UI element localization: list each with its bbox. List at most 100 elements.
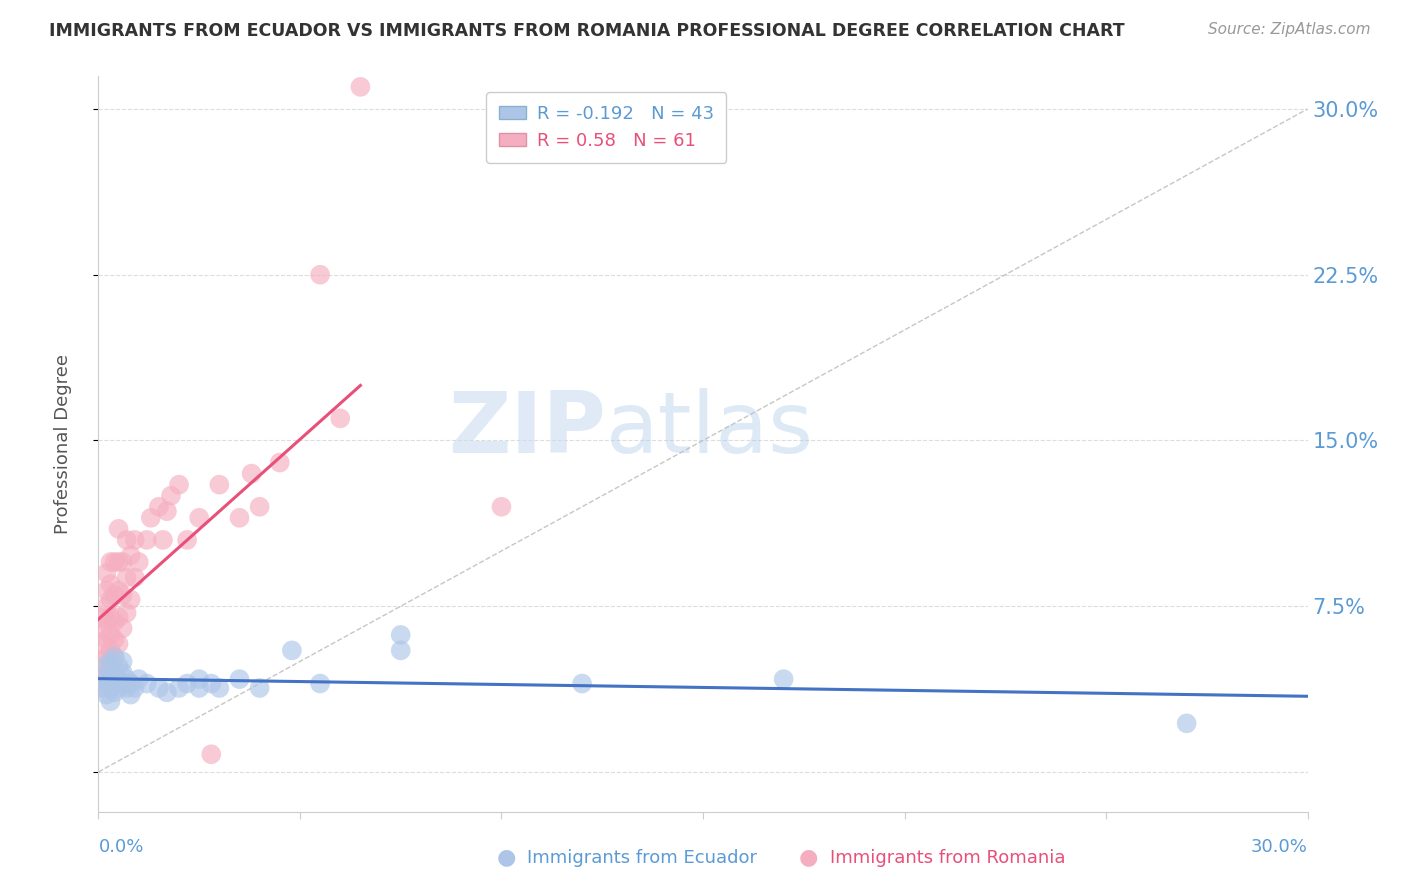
Text: atlas: atlas bbox=[606, 387, 814, 471]
Point bbox=[156, 685, 179, 699]
Point bbox=[309, 268, 332, 282]
Point bbox=[188, 510, 211, 524]
Point bbox=[156, 504, 179, 518]
Point bbox=[249, 681, 271, 695]
Point bbox=[115, 606, 138, 620]
Point bbox=[103, 676, 125, 690]
Point bbox=[124, 681, 146, 695]
Point bbox=[240, 467, 263, 481]
Point bbox=[111, 665, 134, 680]
Point bbox=[96, 583, 118, 598]
Point bbox=[148, 681, 170, 695]
Point bbox=[91, 655, 114, 669]
Point bbox=[103, 685, 125, 699]
Point bbox=[115, 672, 138, 686]
Point bbox=[152, 533, 174, 547]
Point bbox=[269, 456, 291, 470]
Point bbox=[772, 672, 794, 686]
Point bbox=[100, 610, 122, 624]
Point bbox=[107, 555, 129, 569]
Point bbox=[120, 688, 142, 702]
Point bbox=[176, 533, 198, 547]
Point bbox=[103, 588, 125, 602]
Text: Source: ZipAtlas.com: Source: ZipAtlas.com bbox=[1208, 22, 1371, 37]
Point bbox=[96, 632, 118, 647]
Point bbox=[100, 577, 122, 591]
Text: ●: ● bbox=[496, 847, 516, 867]
Point bbox=[167, 477, 190, 491]
Point bbox=[96, 566, 118, 580]
Point bbox=[148, 500, 170, 514]
Point bbox=[107, 610, 129, 624]
Point bbox=[91, 610, 114, 624]
Text: 30.0%: 30.0% bbox=[1251, 838, 1308, 856]
Point bbox=[91, 681, 114, 695]
Point bbox=[96, 599, 118, 614]
Text: Immigrants from Romania: Immigrants from Romania bbox=[830, 849, 1064, 867]
Point bbox=[107, 522, 129, 536]
Point bbox=[100, 694, 122, 708]
Point bbox=[128, 555, 150, 569]
Point bbox=[389, 643, 412, 657]
Point bbox=[91, 637, 114, 651]
Point bbox=[228, 510, 250, 524]
Point bbox=[100, 555, 122, 569]
Legend: R = -0.192   N = 43, R = 0.58   N = 61: R = -0.192 N = 43, R = 0.58 N = 61 bbox=[486, 92, 727, 162]
Point bbox=[91, 672, 114, 686]
Point bbox=[115, 533, 138, 547]
Point bbox=[389, 628, 412, 642]
Point bbox=[1175, 716, 1198, 731]
Point bbox=[111, 676, 134, 690]
Point bbox=[103, 555, 125, 569]
Point bbox=[100, 681, 122, 695]
Point bbox=[96, 665, 118, 680]
Point bbox=[120, 592, 142, 607]
Point bbox=[124, 570, 146, 584]
Text: ●: ● bbox=[799, 847, 818, 867]
Point bbox=[135, 533, 157, 547]
Point bbox=[139, 510, 162, 524]
Point bbox=[349, 79, 371, 94]
Text: ZIP: ZIP bbox=[449, 387, 606, 471]
Point bbox=[103, 665, 125, 680]
Point bbox=[188, 681, 211, 695]
Point bbox=[103, 650, 125, 665]
Point bbox=[208, 477, 231, 491]
Text: IMMIGRANTS FROM ECUADOR VS IMMIGRANTS FROM ROMANIA PROFESSIONAL DEGREE CORRELATI: IMMIGRANTS FROM ECUADOR VS IMMIGRANTS FR… bbox=[49, 22, 1125, 40]
Point bbox=[100, 655, 122, 669]
Point bbox=[100, 667, 122, 681]
Point bbox=[281, 643, 304, 657]
Point bbox=[491, 500, 513, 514]
Point bbox=[124, 533, 146, 547]
Point bbox=[115, 681, 138, 695]
Point bbox=[120, 676, 142, 690]
Point bbox=[91, 621, 114, 635]
Point bbox=[176, 676, 198, 690]
Text: 0.0%: 0.0% bbox=[98, 838, 143, 856]
Point bbox=[111, 621, 134, 635]
Point bbox=[309, 676, 332, 690]
Point bbox=[111, 588, 134, 602]
Point bbox=[96, 658, 118, 673]
Point bbox=[200, 676, 222, 690]
Point bbox=[329, 411, 352, 425]
Point bbox=[135, 676, 157, 690]
Point bbox=[107, 637, 129, 651]
Point bbox=[96, 688, 118, 702]
Point bbox=[100, 628, 122, 642]
Point bbox=[208, 681, 231, 695]
Point bbox=[91, 681, 114, 695]
Point bbox=[107, 681, 129, 695]
Point bbox=[120, 549, 142, 563]
Point bbox=[103, 632, 125, 647]
Point bbox=[249, 500, 271, 514]
Point bbox=[228, 672, 250, 686]
Point bbox=[200, 747, 222, 762]
Point bbox=[96, 650, 118, 665]
Point bbox=[107, 583, 129, 598]
Point bbox=[128, 672, 150, 686]
Point bbox=[160, 489, 183, 503]
Point bbox=[103, 615, 125, 629]
Point bbox=[188, 672, 211, 686]
Point bbox=[571, 676, 593, 690]
